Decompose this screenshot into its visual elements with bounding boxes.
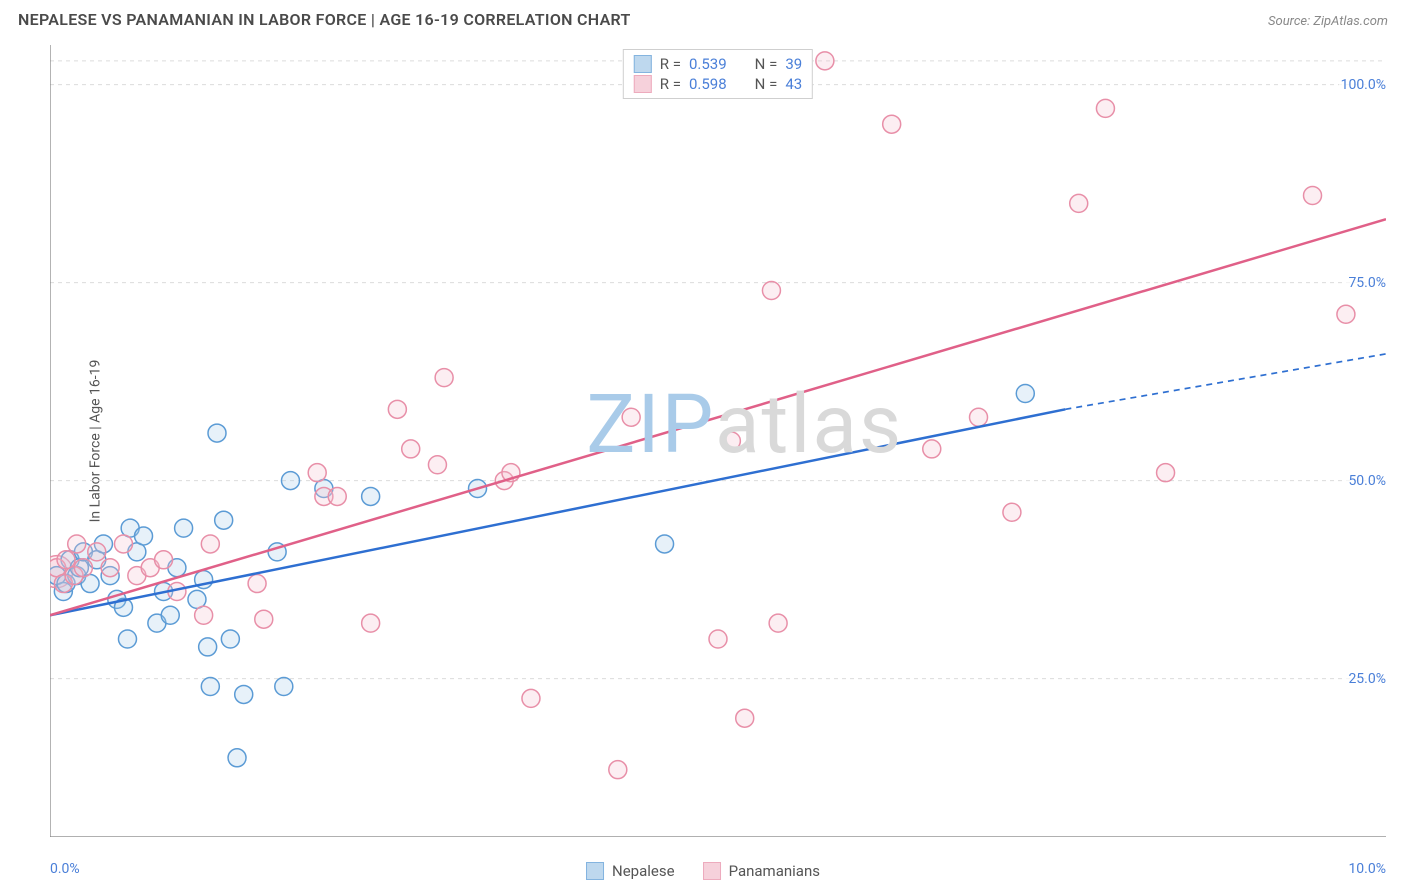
scatter-chart [50,45,1386,837]
y-tick-label: 100.0% [1339,77,1388,93]
legend-swatch [634,75,652,93]
series-legend-label: Nepalese [612,862,675,880]
n-label: N = [755,55,778,73]
stats-legend: R = 0.539 N = 39 R = 0.598 N = 43 [623,49,813,99]
plot-container: In Labor Force | Age 16-19 25.0%50.0%75.… [50,45,1386,837]
r-label: R = [660,75,681,93]
r-value: 0.598 [689,75,727,93]
stats-legend-row: R = 0.539 N = 39 [634,54,802,74]
series-legend-item: Panamanians [703,862,820,880]
n-value: 43 [785,75,802,93]
chart-title: NEPALESE VS PANAMANIAN IN LABOR FORCE | … [18,10,631,29]
n-value: 39 [785,55,802,73]
x-tick-label-max: 10.0% [1348,861,1386,877]
series-legend: Nepalese Panamanians [586,862,820,880]
y-tick-label: 50.0% [1346,473,1388,489]
r-label: R = [660,55,681,73]
y-tick-label: 25.0% [1346,671,1388,687]
legend-swatch [703,862,721,880]
series-legend-label: Panamanians [729,862,820,880]
x-tick-label-min: 0.0% [50,861,80,877]
series-legend-item: Nepalese [586,862,675,880]
legend-swatch [586,862,604,880]
chart-header: NEPALESE VS PANAMANIAN IN LABOR FORCE | … [0,0,1406,37]
r-value: 0.539 [689,55,727,73]
y-tick-label: 75.0% [1346,275,1388,291]
n-label: N = [755,75,778,93]
chart-source: Source: ZipAtlas.com [1268,14,1388,29]
legend-swatch [634,55,652,73]
stats-legend-row: R = 0.598 N = 43 [634,74,802,94]
